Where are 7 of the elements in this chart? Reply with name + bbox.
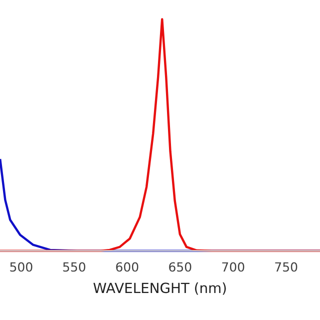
x-tick-label: 700 <box>222 262 244 272</box>
x-tick-label: 550 <box>63 262 86 272</box>
x-tick-label: 750 <box>275 262 298 272</box>
x-axis-title: WAVELENGHT (nm) <box>93 282 226 295</box>
x-tick-label: 500 <box>10 262 32 272</box>
x-tick-label: 600 <box>116 262 138 272</box>
x-tick-label: 650 <box>169 262 192 272</box>
